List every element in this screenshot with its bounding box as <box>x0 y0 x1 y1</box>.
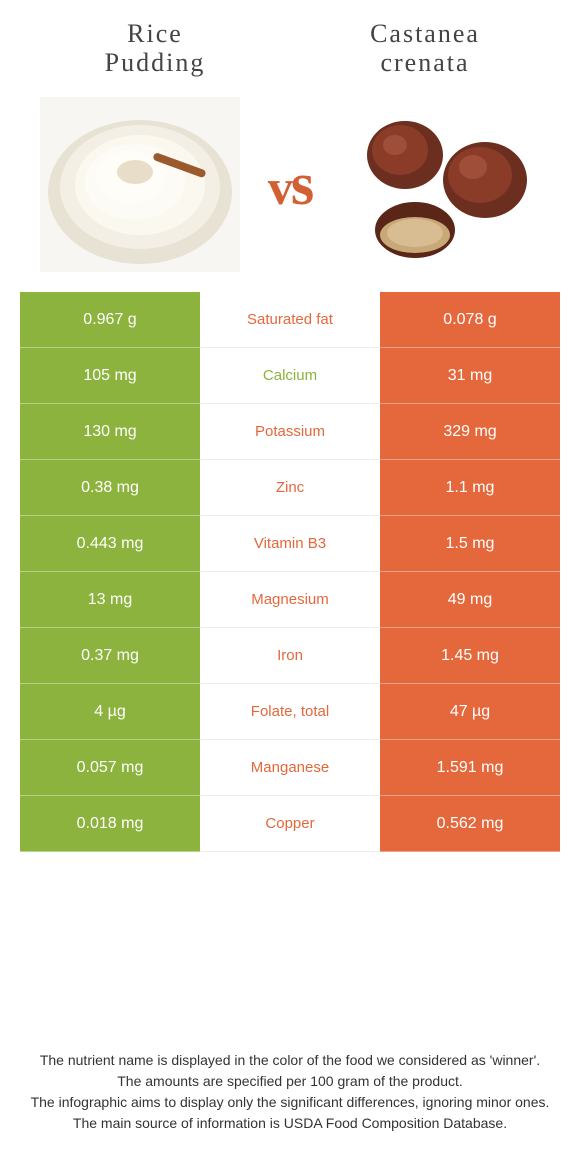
right-value: 329 mg <box>380 404 560 460</box>
left-value: 0.38 mg <box>20 460 200 516</box>
footnote-4: The main source of information is USDA F… <box>30 1113 550 1134</box>
right-title: Castanea crenata <box>290 20 560 77</box>
right-title-line1: Castanea <box>370 19 480 48</box>
left-value: 0.37 mg <box>20 628 200 684</box>
left-value: 0.057 mg <box>20 740 200 796</box>
left-title-line1: Rice <box>127 19 183 48</box>
right-value: 1.591 mg <box>380 740 560 796</box>
nutrient-label: Manganese <box>200 740 380 796</box>
right-value: 49 mg <box>380 572 560 628</box>
nutrient-label: Folate, total <box>200 684 380 740</box>
right-value: 1.45 mg <box>380 628 560 684</box>
right-value: 47 µg <box>380 684 560 740</box>
chestnut-image <box>340 97 540 272</box>
footnote-3: The infographic aims to display only the… <box>30 1092 550 1113</box>
table-row: 0.37 mgIron1.45 mg <box>20 628 560 684</box>
vs-label: vs <box>268 150 312 219</box>
right-value: 0.078 g <box>380 292 560 348</box>
left-value: 0.967 g <box>20 292 200 348</box>
nutrient-label: Potassium <box>200 404 380 460</box>
left-title-line2: Pudding <box>105 48 206 77</box>
nutrient-label: Magnesium <box>200 572 380 628</box>
footnotes: The nutrient name is displayed in the co… <box>30 1050 550 1134</box>
table-row: 0.443 mgVitamin B31.5 mg <box>20 516 560 572</box>
left-value: 0.018 mg <box>20 796 200 852</box>
nutrient-label: Saturated fat <box>200 292 380 348</box>
titles-row: Rice Pudding Castanea crenata <box>0 0 580 87</box>
left-value: 13 mg <box>20 572 200 628</box>
nutrient-label: Calcium <box>200 348 380 404</box>
table-row: 4 µgFolate, total47 µg <box>20 684 560 740</box>
right-value: 31 mg <box>380 348 560 404</box>
table-row: 0.057 mgManganese1.591 mg <box>20 740 560 796</box>
left-value: 0.443 mg <box>20 516 200 572</box>
nutrient-label: Copper <box>200 796 380 852</box>
left-value: 105 mg <box>20 348 200 404</box>
nutrient-label: Iron <box>200 628 380 684</box>
table-row: 0.018 mgCopper0.562 mg <box>20 796 560 852</box>
table-row: 0.967 gSaturated fat0.078 g <box>20 292 560 348</box>
left-title: Rice Pudding <box>20 20 290 77</box>
table-row: 0.38 mgZinc1.1 mg <box>20 460 560 516</box>
right-title-line2: crenata <box>380 48 469 77</box>
images-row: vs <box>0 87 580 292</box>
right-value: 1.1 mg <box>380 460 560 516</box>
table-row: 13 mgMagnesium49 mg <box>20 572 560 628</box>
left-value: 4 µg <box>20 684 200 740</box>
right-value: 0.562 mg <box>380 796 560 852</box>
footnote-2: The amounts are specified per 100 gram o… <box>30 1071 550 1092</box>
right-value: 1.5 mg <box>380 516 560 572</box>
comparison-table: 0.967 gSaturated fat0.078 g105 mgCalcium… <box>20 292 560 852</box>
table-row: 130 mgPotassium329 mg <box>20 404 560 460</box>
table-row: 105 mgCalcium31 mg <box>20 348 560 404</box>
footnote-1: The nutrient name is displayed in the co… <box>30 1050 550 1071</box>
nutrient-label: Zinc <box>200 460 380 516</box>
rice-pudding-image <box>40 97 240 272</box>
nutrient-label: Vitamin B3 <box>200 516 380 572</box>
left-value: 130 mg <box>20 404 200 460</box>
